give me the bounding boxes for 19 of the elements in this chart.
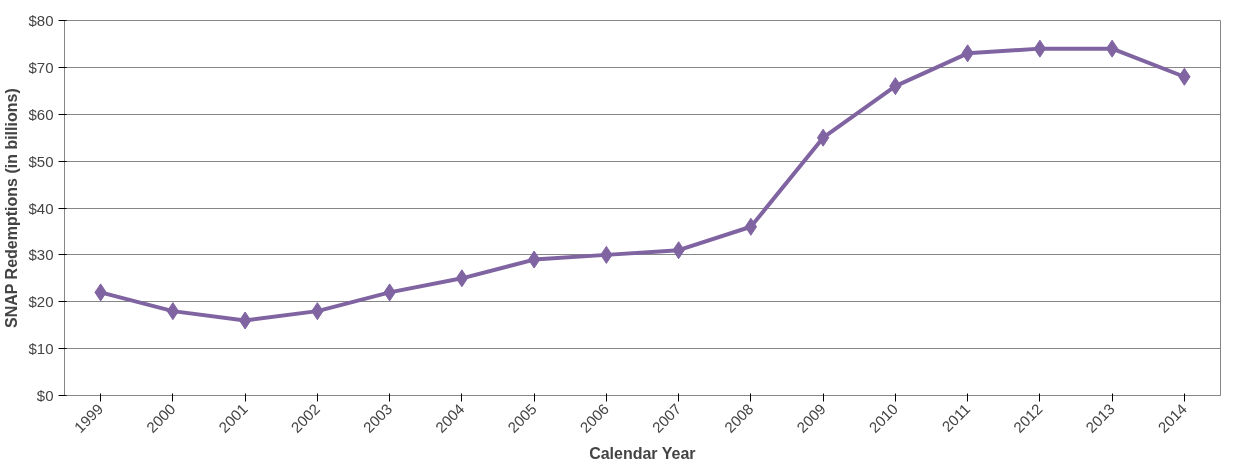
y-tick-label: $0: [36, 387, 54, 404]
y-tick-label: $20: [28, 293, 54, 311]
point: [816, 128, 830, 147]
point: [744, 217, 758, 236]
point: [527, 250, 541, 269]
point: [1105, 39, 1119, 58]
x-axis-title: Calendar Year: [589, 445, 696, 463]
point: [166, 302, 180, 321]
point: [1033, 39, 1047, 58]
y-axis-title: SNAP Redemptions (in billions): [3, 88, 21, 328]
y-tick-label: $40: [28, 199, 54, 217]
point: [238, 311, 252, 330]
point: [455, 269, 469, 288]
y-tick-label: $80: [28, 12, 54, 29]
y-tick-label: $10: [28, 340, 54, 358]
y-tick-label: $70: [28, 58, 54, 76]
y-tick-label: $60: [28, 105, 54, 123]
y-tick-label: $30: [28, 246, 54, 264]
y-tick-label: $50: [28, 152, 54, 170]
